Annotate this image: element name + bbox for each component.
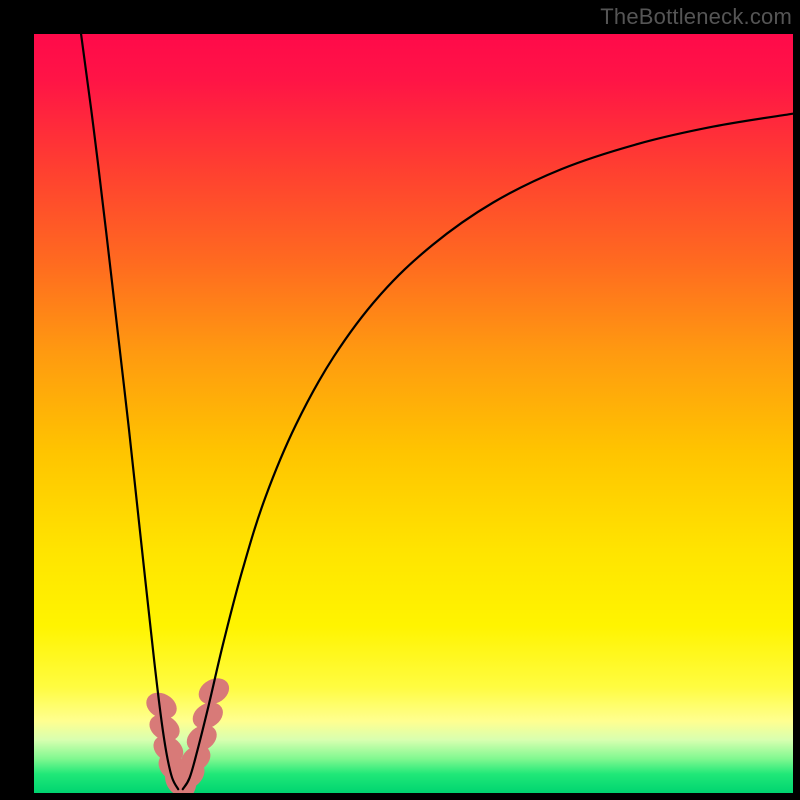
watermark-label: TheBottleneck.com [600, 4, 792, 30]
plot-svg [34, 34, 793, 793]
chart-frame: TheBottleneck.com [0, 0, 800, 800]
chart-background [34, 34, 793, 793]
plot-area [34, 34, 793, 793]
